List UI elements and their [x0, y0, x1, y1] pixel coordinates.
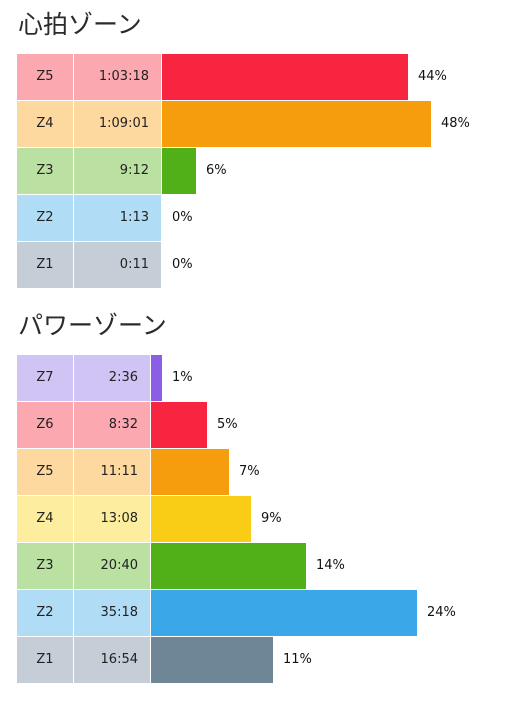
heart-rate-zone-bar: [162, 54, 408, 100]
power-zone-bar: [151, 355, 162, 401]
heart-rate-zone-row-z5: Z5 1:03:18 44%: [17, 54, 497, 100]
power-zones-chart: Z7 2:36 1% Z6 8:32 5% Z5 11:11 7% Z4 13:08 9% Z3 20:4…: [17, 355, 497, 684]
power-zone-bar: [151, 590, 417, 636]
heart-rate-zones-title: 心拍ゾーン: [18, 10, 142, 39]
power-zone-percent-label: 7%: [239, 464, 260, 479]
heart-rate-zone-time: 9:12: [74, 148, 161, 194]
power-zone-time: 35:18: [74, 590, 150, 636]
power-zones-title: パワーゾーン: [18, 311, 167, 340]
heart-rate-zone-percent-label: 0%: [172, 257, 193, 272]
power-zone-label: Z2: [17, 590, 73, 636]
power-zone-row-z6: Z6 8:32 5%: [17, 402, 497, 448]
power-zone-row-z4: Z4 13:08 9%: [17, 496, 497, 542]
heart-rate-zone-time: 1:03:18: [74, 54, 161, 100]
heart-rate-zones-chart: Z5 1:03:18 44% Z4 1:09:01 48% Z3 9:12 6% Z2 1:13 0%…: [17, 54, 497, 289]
power-zone-percent-label: 14%: [316, 558, 345, 573]
power-zone-label: Z3: [17, 543, 73, 589]
power-zone-label: Z4: [17, 496, 73, 542]
heart-rate-zone-time: 0:11: [74, 242, 161, 288]
heart-rate-zone-percent-label: 48%: [441, 116, 470, 131]
power-zone-time: 8:32: [74, 402, 150, 448]
power-zone-percent-label: 9%: [261, 511, 282, 526]
power-zone-bar: [151, 449, 229, 495]
power-zone-time: 11:11: [74, 449, 150, 495]
power-zone-label: Z1: [17, 637, 73, 683]
heart-rate-zone-row-z2: Z2 1:13 0%: [17, 195, 497, 241]
heart-rate-zone-label: Z1: [17, 242, 73, 288]
heart-rate-zone-row-z1: Z1 0:11 0%: [17, 242, 497, 288]
power-zone-time: 16:54: [74, 637, 150, 683]
power-zone-percent-label: 11%: [283, 652, 312, 667]
heart-rate-zone-bar: [162, 148, 196, 194]
heart-rate-zone-row-z3: Z3 9:12 6%: [17, 148, 497, 194]
heart-rate-zone-time: 1:13: [74, 195, 161, 241]
power-zone-time: 13:08: [74, 496, 150, 542]
power-zone-percent-label: 1%: [172, 370, 193, 385]
power-zone-row-z3: Z3 20:40 14%: [17, 543, 497, 589]
heart-rate-zone-label: Z2: [17, 195, 73, 241]
power-zone-time: 20:40: [74, 543, 150, 589]
power-zone-row-z7: Z7 2:36 1%: [17, 355, 497, 401]
heart-rate-zone-percent-label: 0%: [172, 210, 193, 225]
heart-rate-zone-label: Z5: [17, 54, 73, 100]
power-zone-row-z2: Z2 35:18 24%: [17, 590, 497, 636]
power-zone-time: 2:36: [74, 355, 150, 401]
heart-rate-zone-time: 1:09:01: [74, 101, 161, 147]
power-zone-bar: [151, 402, 207, 448]
heart-rate-zone-bar: [162, 101, 431, 147]
power-zone-label: Z6: [17, 402, 73, 448]
heart-rate-zone-percent-label: 44%: [418, 69, 447, 84]
power-zone-label: Z7: [17, 355, 73, 401]
power-zone-label: Z5: [17, 449, 73, 495]
heart-rate-zone-label: Z3: [17, 148, 73, 194]
power-zone-row-z5: Z5 11:11 7%: [17, 449, 497, 495]
power-zone-bar: [151, 543, 306, 589]
heart-rate-zone-row-z4: Z4 1:09:01 48%: [17, 101, 497, 147]
heart-rate-zone-percent-label: 6%: [206, 163, 227, 178]
power-zone-bar: [151, 496, 251, 542]
heart-rate-zone-label: Z4: [17, 101, 73, 147]
power-zone-percent-label: 5%: [217, 417, 238, 432]
power-zone-bar: [151, 637, 273, 683]
power-zone-percent-label: 24%: [427, 605, 456, 620]
power-zone-row-z1: Z1 16:54 11%: [17, 637, 497, 683]
